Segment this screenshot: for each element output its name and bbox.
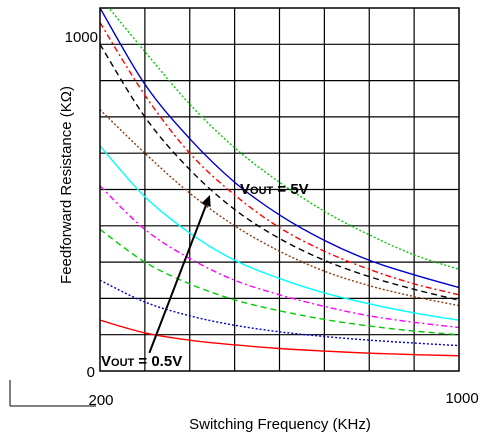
series-line-6 bbox=[100, 145, 459, 321]
series-line-9 bbox=[100, 279, 459, 347]
plot-grid bbox=[100, 8, 459, 371]
y-tick-label-1000: 1000 bbox=[65, 29, 98, 46]
y-tick-label-0: 0 bbox=[87, 364, 95, 381]
annotation-vout-0-5v: VOUT = 0.5V bbox=[101, 353, 182, 370]
series-line-5 bbox=[100, 109, 459, 307]
vout-arrow bbox=[148, 194, 211, 354]
annotation-vout-5v: VOUT = 5V bbox=[240, 181, 309, 198]
tick-labels: 200 1000 0 1000 bbox=[65, 29, 479, 409]
series-line-4 bbox=[100, 43, 459, 301]
x-axis-title: Switching Frequency (KHz) bbox=[189, 416, 371, 433]
series-line-10 bbox=[100, 319, 459, 357]
arrow-shaft bbox=[148, 204, 207, 354]
series-line-8 bbox=[100, 228, 459, 336]
plot-frame bbox=[99, 7, 460, 372]
x-tick-label-200: 200 bbox=[88, 392, 113, 409]
series-layer bbox=[100, 8, 459, 357]
arrow-head bbox=[201, 194, 211, 208]
y-axis-title: Feedforward Resistance (KΩ) bbox=[58, 86, 75, 284]
series-line-2 bbox=[100, 8, 459, 289]
series-line-7 bbox=[100, 185, 459, 329]
x-tick-label-1000: 1000 bbox=[445, 390, 478, 407]
